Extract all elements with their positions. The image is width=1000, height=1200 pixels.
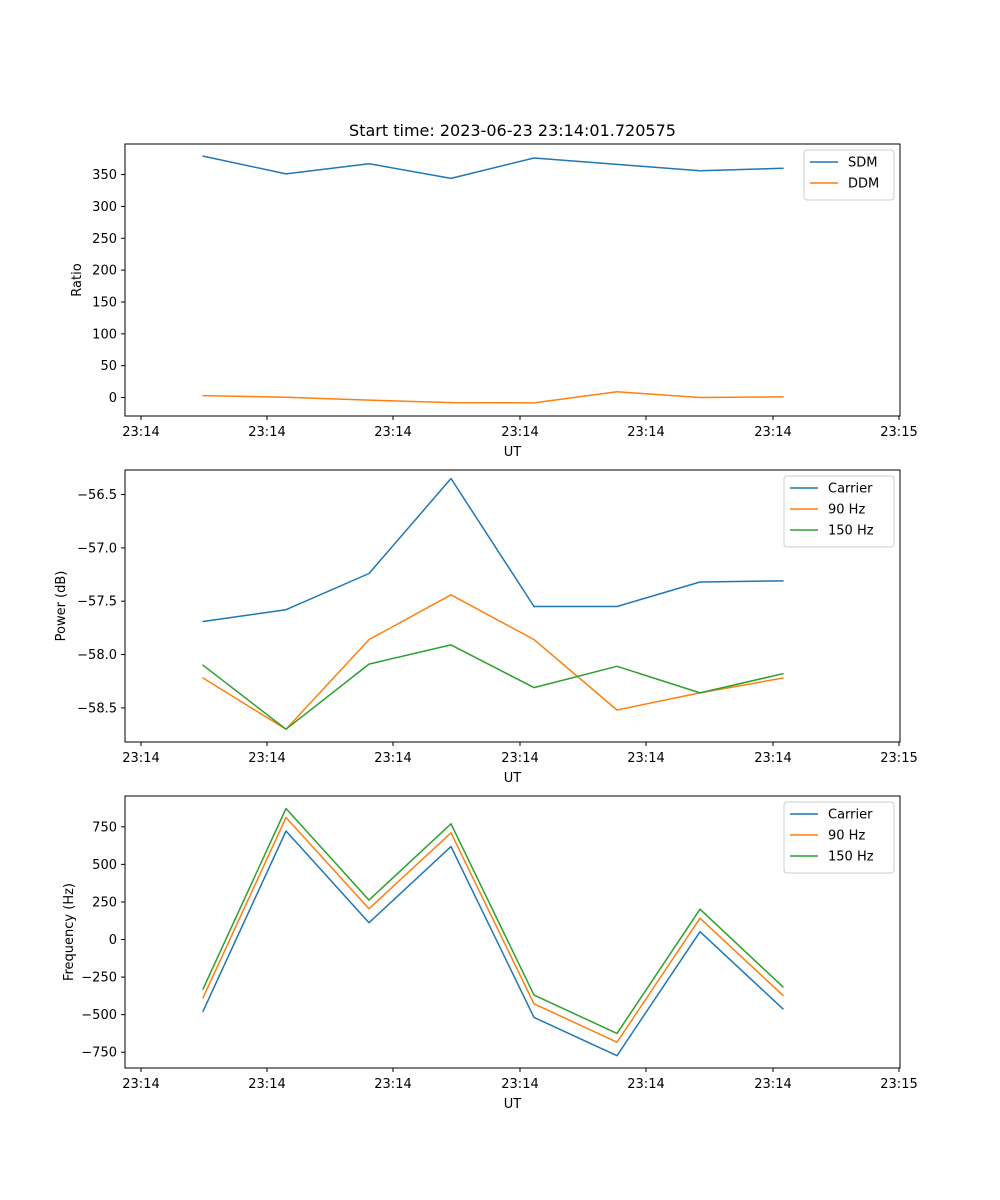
y-tick-label: 300 xyxy=(92,200,117,215)
axes-frame xyxy=(124,469,901,743)
legend-label: DDM xyxy=(848,177,879,192)
series-line-carrier xyxy=(202,477,784,623)
legend: Carrier 90 Hz 150 Hz xyxy=(783,475,895,548)
x-tick-label: 23:14 xyxy=(501,751,538,766)
x-axis-label: UT xyxy=(504,1097,522,1112)
axes-frame xyxy=(124,795,901,1069)
y-tick-label: −750 xyxy=(81,1046,117,1061)
series-line-150-hz xyxy=(202,807,784,1035)
x-tick-label: 23:14 xyxy=(248,1077,285,1092)
y-axis-label: Frequency (Hz) xyxy=(62,883,77,981)
y-axis-label: Power (dB) xyxy=(54,571,69,642)
y-tick-label: 0 xyxy=(109,933,117,948)
x-tick-label: 23:14 xyxy=(754,1077,791,1092)
series-line-carrier xyxy=(202,830,784,1057)
series-line-150-hz xyxy=(202,644,784,730)
y-tick-label: 150 xyxy=(92,295,117,310)
x-tick-label: 23:14 xyxy=(122,751,159,766)
y-tick-label: −57.5 xyxy=(77,595,117,610)
y-tick-label: −250 xyxy=(81,971,117,986)
x-tick-label: 23:14 xyxy=(248,425,285,440)
x-axis-label: UT xyxy=(504,771,522,786)
x-tick-label: 23:14 xyxy=(374,1077,411,1092)
y-tick-label: 750 xyxy=(92,820,117,835)
axes-frame xyxy=(124,143,901,417)
x-tick-label: 23:15 xyxy=(880,1077,917,1092)
y-tick-label: −57.0 xyxy=(77,541,117,556)
legend-label: SDM xyxy=(848,156,877,171)
x-tick-label: 23:14 xyxy=(374,425,411,440)
x-tick-label: 23:14 xyxy=(501,425,538,440)
frequency-panel: 23:14 23:14 23:14 23:14 23:14 23:14 23:15 UT −75… xyxy=(62,795,918,1112)
y-tick-label: 100 xyxy=(92,327,117,342)
series-line-90-hz xyxy=(202,816,784,1043)
x-tick-label: 23:14 xyxy=(374,751,411,766)
legend: SDM DDM xyxy=(803,149,895,201)
legend-label: 90 Hz xyxy=(828,829,865,844)
y-tick-label: 350 xyxy=(92,168,117,183)
y-tick-label: 250 xyxy=(92,895,117,910)
power-panel: 23:14 23:14 23:14 23:14 23:14 23:14 23:15 UT −58… xyxy=(54,469,918,786)
x-tick-label: 23:14 xyxy=(248,751,285,766)
chart-title: Start time: 2023-06-23 23:14:01.720575 xyxy=(349,121,676,140)
x-tick-label: 23:14 xyxy=(627,425,664,440)
series-line-90-hz xyxy=(202,594,784,730)
y-tick-label: 50 xyxy=(100,359,117,374)
series-line-sdm xyxy=(202,155,784,180)
y-tick-label: −58.5 xyxy=(77,701,117,716)
x-tick-label: 23:15 xyxy=(880,425,917,440)
x-tick-label: 23:14 xyxy=(627,751,664,766)
x-axis-label: UT xyxy=(504,445,522,460)
x-tick-label: 23:14 xyxy=(501,1077,538,1092)
y-tick-label: −58.0 xyxy=(77,648,117,663)
y-tick-label: 250 xyxy=(92,232,117,247)
ratio-panel: Start time: 2023-06-23 23:14:01.720575 23… xyxy=(70,121,918,460)
y-tick-label: 0 xyxy=(109,391,117,406)
x-tick-label: 23:14 xyxy=(122,425,159,440)
x-tick-label: 23:14 xyxy=(754,425,791,440)
y-tick-label: −56.5 xyxy=(77,488,117,503)
series-line-ddm xyxy=(202,391,784,404)
y-tick-label: 500 xyxy=(92,858,117,873)
y-tick-label: 200 xyxy=(92,264,117,279)
y-tick-label: −500 xyxy=(81,1008,117,1023)
legend-label: 150 Hz xyxy=(828,524,874,539)
legend-label: Carrier xyxy=(828,808,873,823)
x-tick-label: 23:15 xyxy=(880,751,917,766)
legend: Carrier 90 Hz 150 Hz xyxy=(783,801,895,874)
x-tick-label: 23:14 xyxy=(754,751,791,766)
y-axis-label: Ratio xyxy=(70,263,85,296)
legend-label: 90 Hz xyxy=(828,503,865,518)
legend-label: 150 Hz xyxy=(828,850,874,865)
x-tick-label: 23:14 xyxy=(627,1077,664,1092)
legend-label: Carrier xyxy=(828,482,873,497)
x-tick-label: 23:14 xyxy=(122,1077,159,1092)
